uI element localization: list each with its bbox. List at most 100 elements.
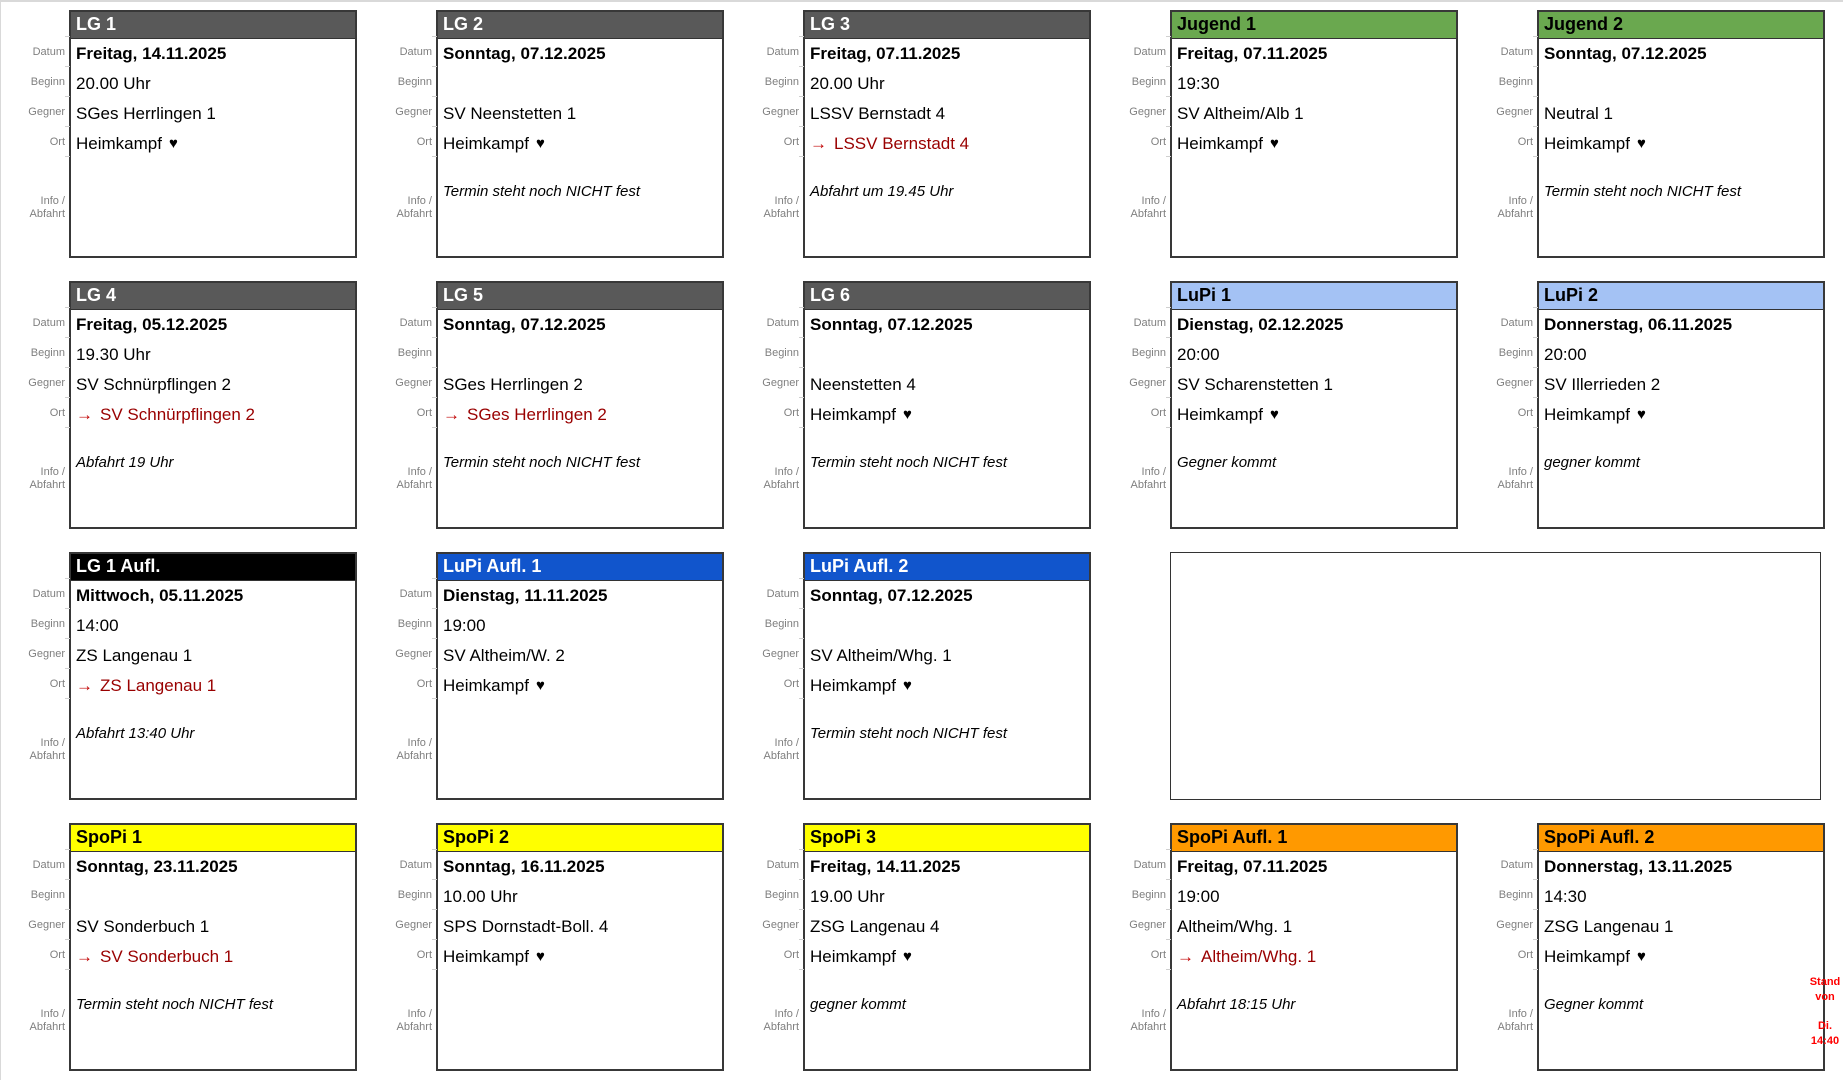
field-label-ort: Ort xyxy=(378,398,437,428)
schedule-cell: Datum Beginn Gegner Ort Info / Abfahrt L… xyxy=(11,281,378,552)
info-value: Gegner kommt xyxy=(1177,454,1277,471)
field-label-beginn: Beginn xyxy=(745,67,804,97)
field-labels: Datum Beginn Gegner Ort Info / Abfahrt xyxy=(378,552,437,800)
field-label-info-line2: Abfahrt xyxy=(1130,1020,1166,1033)
datum-value: Sonntag, 07.12.2025 xyxy=(1544,44,1707,63)
field-label-gegner: Gegner xyxy=(378,97,437,127)
field-label-ort: Ort xyxy=(378,669,437,699)
field-label-info-line1: Info / xyxy=(40,736,65,749)
ort-text: Heimkampf xyxy=(443,134,529,153)
header-spacer xyxy=(11,823,70,850)
team-name: SpoPi 3 xyxy=(805,825,1089,852)
field-labels: Datum Beginn Gegner Ort Info / Abfahrt xyxy=(1479,10,1538,258)
beginn-value xyxy=(71,882,355,912)
gegner-value: SV Scharenstetten 1 xyxy=(1177,375,1333,394)
field-label-info-line2: Abfahrt xyxy=(1497,478,1533,491)
field-labels: Datum Beginn Gegner Ort Info / Abfahrt xyxy=(1112,281,1171,529)
field-label-ort: Ort xyxy=(1479,127,1538,157)
schedule-cell: Datum Beginn Gegner Ort Info / Abfahrt J… xyxy=(1479,10,1843,281)
beginn-value: 19:00 xyxy=(443,616,486,635)
info-value: gegner kommt xyxy=(810,996,906,1013)
datum-value: Donnerstag, 13.11.2025 xyxy=(1544,857,1733,876)
field-label-datum: Datum xyxy=(745,37,804,67)
field-label-info-line1: Info / xyxy=(1508,194,1533,207)
field-label-datum: Datum xyxy=(1112,308,1171,338)
home-heart-icon: ♥ xyxy=(535,135,545,152)
field-label-ort: Ort xyxy=(1112,940,1171,970)
field-label-info-line1: Info / xyxy=(40,465,65,478)
team-card: LG 1 Aufl. Mittwoch, 05.11.2025 14:00 ZS… xyxy=(69,552,357,800)
stand-note-line: 14:40 xyxy=(1810,1034,1840,1047)
field-label-info-abfahrt: Info / Abfahrt xyxy=(1479,157,1537,258)
field-label-gegner: Gegner xyxy=(1112,368,1171,398)
field-label-info-abfahrt: Info / Abfahrt xyxy=(378,428,436,529)
home-heart-icon: ♥ xyxy=(535,677,545,694)
team-name: LuPi 2 xyxy=(1539,283,1823,310)
field-label-info-abfahrt: Info / Abfahrt xyxy=(378,699,436,800)
gegner-value: SV Sonderbuch 1 xyxy=(76,917,210,936)
ort-value: → SGes Herrlingen 2 xyxy=(438,400,722,430)
field-label-beginn: Beginn xyxy=(11,67,70,97)
header-spacer xyxy=(1479,281,1538,308)
field-label-datum: Datum xyxy=(1112,37,1171,67)
team-card: SpoPi Aufl. 2 Donnerstag, 13.11.2025 14:… xyxy=(1537,823,1825,1071)
info-value xyxy=(438,701,722,798)
schedule-cell: Datum Beginn Gegner Ort Info / Abfahrt L… xyxy=(1112,281,1479,552)
schedule-cell: Datum Beginn Gegner Ort Info / Abfahrt L… xyxy=(11,552,378,823)
field-label-datum: Datum xyxy=(745,850,804,880)
field-label-info-line2: Abfahrt xyxy=(396,478,432,491)
field-label-ort: Ort xyxy=(745,127,804,157)
field-labels: Datum Beginn Gegner Ort Info / Abfahrt xyxy=(1479,823,1538,1071)
datum-value: Sonntag, 07.12.2025 xyxy=(443,315,606,334)
field-label-info-line1: Info / xyxy=(774,1007,799,1020)
field-label-info-line1: Info / xyxy=(774,736,799,749)
ort-value: Heimkampf ♥ xyxy=(71,129,355,159)
header-spacer xyxy=(745,281,804,308)
schedule-cell: Datum Beginn Gegner Ort Info / Abfahrt L… xyxy=(378,552,745,823)
team-name: SpoPi 2 xyxy=(438,825,722,852)
ort-text: SGes Herrlingen 2 xyxy=(467,405,607,424)
field-label-info-abfahrt: Info / Abfahrt xyxy=(745,157,803,258)
team-name: Jugend 2 xyxy=(1539,12,1823,39)
header-spacer xyxy=(1112,823,1171,850)
team-card: LG 6 Sonntag, 07.12.2025 Neenstetten 4 H… xyxy=(803,281,1091,529)
ort-value: → SV Sonderbuch 1 xyxy=(71,942,355,972)
field-label-beginn: Beginn xyxy=(1112,67,1171,97)
field-label-info-line1: Info / xyxy=(1508,1007,1533,1020)
field-label-info-line2: Abfahrt xyxy=(1497,1020,1533,1033)
field-label-ort: Ort xyxy=(11,669,70,699)
ort-value: Heimkampf ♥ xyxy=(438,671,722,701)
field-labels: Datum Beginn Gegner Ort Info / Abfahrt xyxy=(745,552,804,800)
field-label-info-line1: Info / xyxy=(40,1007,65,1020)
home-heart-icon: ♥ xyxy=(1636,406,1646,423)
field-label-beginn: Beginn xyxy=(1112,880,1171,910)
stand-note-gap xyxy=(1802,1005,1843,1019)
home-heart-icon: ♥ xyxy=(535,948,545,965)
beginn-value xyxy=(805,611,1089,641)
field-label-gegner: Gegner xyxy=(11,97,70,127)
info-value: Termin steht noch NICHT fest xyxy=(76,996,274,1013)
info-value xyxy=(1172,159,1456,256)
ort-text: SV Schnürpflingen 2 xyxy=(100,405,255,424)
gegner-value: Neenstetten 4 xyxy=(810,375,916,394)
field-label-datum: Datum xyxy=(11,308,70,338)
field-label-info-line2: Abfahrt xyxy=(29,749,65,762)
info-value xyxy=(438,972,722,1069)
header-spacer xyxy=(1112,281,1171,308)
header-spacer xyxy=(11,552,70,579)
header-spacer xyxy=(378,10,437,37)
field-label-info-line2: Abfahrt xyxy=(1130,207,1166,220)
field-labels: Datum Beginn Gegner Ort Info / Abfahrt xyxy=(11,281,70,529)
field-label-info-line1: Info / xyxy=(407,736,432,749)
gegner-value: SV Schnürpflingen 2 xyxy=(76,375,231,394)
field-label-info-line2: Abfahrt xyxy=(396,1020,432,1033)
datum-value: Sonntag, 07.12.2025 xyxy=(810,586,973,605)
field-label-ort: Ort xyxy=(378,940,437,970)
team-card: LuPi 2 Donnerstag, 06.11.2025 20:00 SV I… xyxy=(1537,281,1825,529)
home-heart-icon: ♥ xyxy=(1269,406,1279,423)
field-label-info-line1: Info / xyxy=(1141,465,1166,478)
field-label-info-line2: Abfahrt xyxy=(763,1020,799,1033)
field-label-beginn: Beginn xyxy=(378,609,437,639)
field-label-info-line1: Info / xyxy=(40,194,65,207)
beginn-value: 14:00 xyxy=(76,616,119,635)
